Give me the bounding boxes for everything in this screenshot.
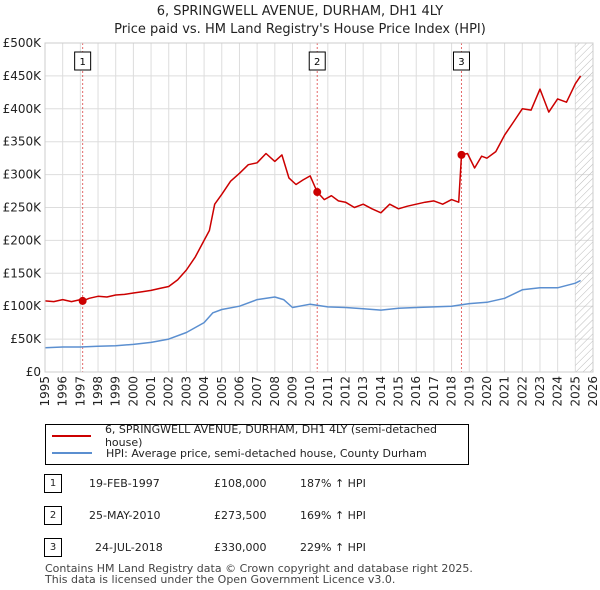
x-tick-label: 2015 <box>392 376 406 407</box>
x-tick-label: 2025 <box>568 376 582 407</box>
x-tick-label: 2026 <box>586 376 600 407</box>
plot-border <box>44 42 594 373</box>
sale-price: £108,000 <box>214 477 267 490</box>
sale-marker-label: 1 <box>79 57 85 68</box>
x-tick-label: 2020 <box>480 376 494 407</box>
legend-item-hpi: HPI: Average price, semi-detached house,… <box>52 445 427 461</box>
legend-hpi-label: HPI: Average price, semi-detached house,… <box>106 446 427 460</box>
sale-point <box>313 188 322 197</box>
x-tick-label: 2024 <box>551 376 565 407</box>
y-tick-label: £500K <box>3 36 43 50</box>
sale-date: 25-MAY-2010 <box>89 509 161 522</box>
sale-point <box>457 150 466 159</box>
sale-date: 24-JUL-2018 <box>95 541 163 554</box>
y-tick-label: £200K <box>3 233 43 247</box>
x-tick-label: 2004 <box>197 376 211 407</box>
x-tick-label: 2007 <box>250 376 264 407</box>
y-tick-label: £450K <box>3 69 43 83</box>
x-tick-label: 2021 <box>498 376 512 407</box>
x-tick-label: 1998 <box>91 376 105 407</box>
sale-number-badge: 3 <box>44 538 62 557</box>
x-tick-label: 2014 <box>374 376 388 407</box>
x-tick-label: 2023 <box>533 376 547 407</box>
x-tick-label: 1995 <box>38 376 52 407</box>
legend-property-label: 6, SPRINGWELL AVENUE, DURHAM, DH1 4LY (s… <box>104 423 437 449</box>
x-tick-label: 2000 <box>126 376 140 407</box>
x-tick-label: 2003 <box>179 376 193 407</box>
chart-title: 6, SPRINGWELL AVENUE, DURHAM, DH1 4LY <box>156 4 444 19</box>
forecast-hatch-region <box>575 43 593 372</box>
sale-marker-label: 3 <box>458 57 464 68</box>
x-tick-label: 2001 <box>144 376 158 407</box>
sale-hpi-change: 187% ↑ HPI <box>300 477 366 490</box>
x-tick-label: 2016 <box>409 376 423 407</box>
y-tick-label: £100K <box>3 299 43 313</box>
property-line-swatch <box>52 435 91 437</box>
x-tick-label: 2011 <box>321 376 335 407</box>
sale-point <box>78 296 87 305</box>
x-tick-label: 2010 <box>303 376 317 407</box>
y-tick-label: £0 <box>26 365 41 379</box>
hpi-line-swatch <box>52 452 92 454</box>
sale-number-badge: 1 <box>44 474 62 493</box>
property-series-line <box>44 75 582 303</box>
chart-subtitle: Price paid vs. HM Land Registry's House … <box>114 22 486 37</box>
chart-legend: 6, SPRINGWELL AVENUE, DURHAM, DH1 4LY (s… <box>45 423 469 465</box>
y-tick-label: £250K <box>3 201 43 215</box>
x-tick-label: 2006 <box>232 376 246 407</box>
sale-hpi-change: 169% ↑ HPI <box>300 509 366 522</box>
x-tick-label: 2012 <box>339 376 353 407</box>
x-tick-label: 1999 <box>109 376 123 407</box>
x-tick-label: 2005 <box>215 376 229 407</box>
y-tick-label: £400K <box>3 102 43 116</box>
y-tick-label: £350K <box>3 135 43 149</box>
x-tick-label: 2022 <box>515 376 529 407</box>
hpi-series-line <box>44 279 581 349</box>
sale-marker-label: 2 <box>314 57 320 68</box>
x-tick-label: 2009 <box>285 376 299 407</box>
price-chart: 1 2 3 £0 £50K £100K £150K £200K £250K £300K £350K… <box>3 36 600 407</box>
sale-price: £330,000 <box>214 541 267 554</box>
footer-copyright: Contains HM Land Registry data © Crown c… <box>45 562 473 575</box>
sale-date: 19-FEB-1997 <box>89 477 160 490</box>
y-tick-label: £50K <box>10 332 42 346</box>
x-tick-label: 2017 <box>427 376 441 407</box>
x-tick-label: 1996 <box>56 376 70 407</box>
y-tick-label: £150K <box>3 266 43 280</box>
x-tick-label: 2018 <box>445 376 459 407</box>
sale-hpi-change: 229% ↑ HPI <box>300 541 366 554</box>
footer-licence: This data is licensed under the Open Gov… <box>45 573 396 586</box>
x-tick-label: 1997 <box>73 376 87 407</box>
sale-price: £273,500 <box>214 509 267 522</box>
x-tick-label: 2002 <box>162 376 176 407</box>
legend-item-property: 6, SPRINGWELL AVENUE, DURHAM, DH1 4LY (s… <box>52 423 468 449</box>
sale-marker-box <box>452 51 470 71</box>
x-tick-label: 2013 <box>356 376 370 407</box>
sale-number-badge: 2 <box>44 506 62 525</box>
sale-marker-box <box>74 51 92 71</box>
x-tick-label: 2019 <box>462 376 476 407</box>
sale-marker-box <box>308 51 326 71</box>
y-tick-label: £300K <box>3 168 43 182</box>
x-tick-label: 2008 <box>268 376 282 407</box>
